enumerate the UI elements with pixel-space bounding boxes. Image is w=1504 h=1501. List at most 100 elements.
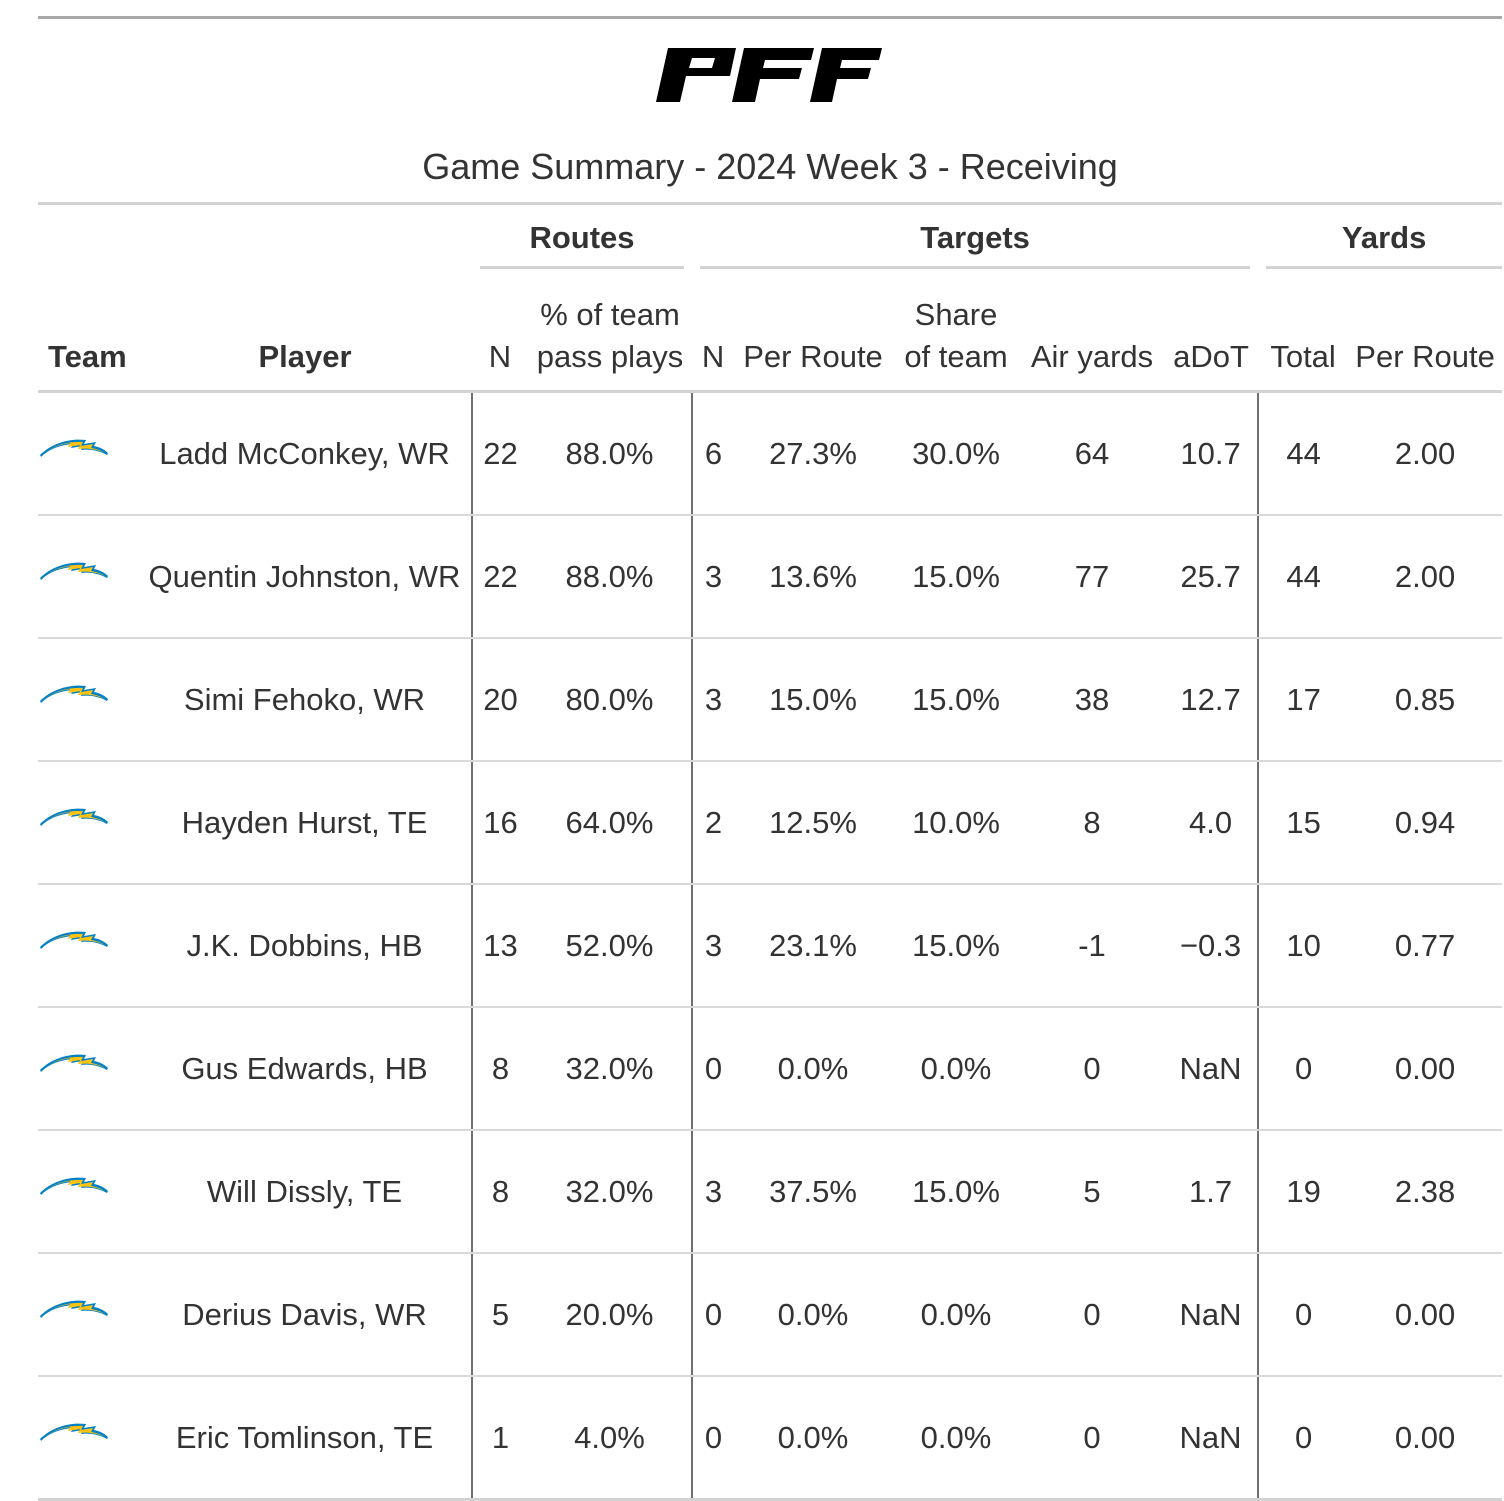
- routes-n: 20: [471, 638, 528, 762]
- yards-total: 17: [1257, 638, 1349, 762]
- team-cell: [38, 884, 138, 1008]
- targets-share: 0.0%: [892, 1007, 1021, 1131]
- adot: 4.0: [1164, 761, 1259, 885]
- targets-n: 0: [691, 1007, 735, 1131]
- routes-n: 8: [471, 1007, 528, 1131]
- targets-n: 0: [691, 1376, 735, 1501]
- col-adot: aDoT: [1164, 272, 1259, 393]
- targets-n: 6: [691, 391, 735, 516]
- player-name: Derius Davis, WR: [138, 1253, 472, 1377]
- routes-n: 22: [471, 515, 528, 639]
- col-player: Player: [138, 272, 472, 393]
- yards-total: 0: [1257, 1376, 1349, 1501]
- col-share: Share of team: [892, 272, 1021, 393]
- col-targets-per-route: Per Route: [734, 272, 893, 393]
- player-name: J.K. Dobbins, HB: [138, 884, 472, 1008]
- adot: 25.7: [1164, 515, 1259, 639]
- targets-per-route: 0.0%: [734, 1007, 893, 1131]
- targets-n: 3: [691, 515, 735, 639]
- adot: −0.3: [1164, 884, 1259, 1008]
- targets-share: 10.0%: [892, 761, 1021, 885]
- air-yards: 0: [1020, 1007, 1165, 1131]
- air-yards: 0: [1020, 1253, 1165, 1377]
- title-rule: [38, 202, 1502, 205]
- table-row: Ladd McConkey, WR 22 88.0% 6 27.3% 30.0%…: [38, 391, 1503, 516]
- routes-pct: 32.0%: [528, 1130, 693, 1254]
- targets-share: 0.0%: [892, 1376, 1021, 1501]
- table-row: Gus Edwards, HB 8 32.0% 0 0.0% 0.0% 0 Na…: [38, 1007, 1503, 1131]
- targets-per-route: 37.5%: [734, 1130, 893, 1254]
- air-yards: 8: [1020, 761, 1165, 885]
- player-name: Simi Fehoko, WR: [138, 638, 472, 762]
- table-subtitle: Game Summary - 2024 Week 3 - Receiving: [422, 146, 1118, 187]
- spanner-targets: Targets: [692, 206, 1258, 272]
- top-rule: [38, 16, 1502, 19]
- chargers-bolt-icon: [40, 439, 108, 457]
- player-name: Ladd McConkey, WR: [138, 391, 472, 516]
- routes-pct: 80.0%: [528, 638, 693, 762]
- spanner-routes: Routes: [472, 206, 692, 272]
- yards-per-route: 0.00: [1348, 1253, 1503, 1377]
- routes-n: 1: [471, 1376, 528, 1501]
- table-row: Hayden Hurst, TE 16 64.0% 2 12.5% 10.0% …: [38, 761, 1503, 885]
- routes-pct: 64.0%: [528, 761, 693, 885]
- player-name: Gus Edwards, HB: [138, 1007, 472, 1131]
- air-yards: 5: [1020, 1130, 1165, 1254]
- routes-pct: 4.0%: [528, 1376, 693, 1501]
- col-routes-n: N: [472, 272, 528, 393]
- yards-total: 44: [1257, 515, 1349, 639]
- adot: 1.7: [1164, 1130, 1259, 1254]
- col-yards-per-route: Per Route: [1348, 272, 1503, 393]
- targets-per-route: 27.3%: [734, 391, 893, 516]
- team-cell: [38, 1376, 138, 1501]
- targets-n: 3: [691, 638, 735, 762]
- adot: 10.7: [1164, 391, 1259, 516]
- air-yards: 64: [1020, 391, 1165, 516]
- team-cell: [38, 515, 138, 639]
- air-yards: 77: [1020, 515, 1165, 639]
- air-yards: 38: [1020, 638, 1165, 762]
- chargers-bolt-icon: [40, 562, 108, 580]
- routes-n: 22: [471, 391, 528, 516]
- yards-per-route: 0.85: [1348, 638, 1503, 762]
- yards-per-route: 0.00: [1348, 1007, 1503, 1131]
- targets-n: 0: [691, 1253, 735, 1377]
- chargers-bolt-icon: [40, 1300, 108, 1318]
- routes-n: 8: [471, 1130, 528, 1254]
- routes-pct: 88.0%: [528, 391, 693, 516]
- yards-per-route: 2.00: [1348, 515, 1503, 639]
- team-cell: [38, 391, 138, 516]
- col-targets-n: N: [692, 272, 735, 393]
- air-yards: -1: [1020, 884, 1165, 1008]
- chargers-bolt-icon: [40, 1423, 108, 1441]
- yards-total: 15: [1257, 761, 1349, 885]
- adot: NaN: [1164, 1253, 1259, 1377]
- team-cell: [38, 1253, 138, 1377]
- chargers-bolt-icon: [40, 1054, 108, 1072]
- table-row: Derius Davis, WR 5 20.0% 0 0.0% 0.0% 0 N…: [38, 1253, 1503, 1377]
- yards-per-route: 0.00: [1348, 1376, 1503, 1501]
- receiving-table: Routes Targets Yards Team Player N % of …: [38, 206, 1503, 1501]
- col-team: Team: [38, 272, 138, 393]
- adot: NaN: [1164, 1376, 1259, 1501]
- yards-per-route: 2.38: [1348, 1130, 1503, 1254]
- routes-pct: 52.0%: [528, 884, 693, 1008]
- routes-pct: 20.0%: [528, 1253, 693, 1377]
- targets-per-route: 13.6%: [734, 515, 893, 639]
- targets-per-route: 0.0%: [734, 1253, 893, 1377]
- targets-n: 3: [691, 1130, 735, 1254]
- air-yards: 0: [1020, 1376, 1165, 1501]
- chargers-bolt-icon: [40, 808, 108, 826]
- routes-n: 5: [471, 1253, 528, 1377]
- routes-pct: 32.0%: [528, 1007, 693, 1131]
- player-name: Eric Tomlinson, TE: [138, 1376, 472, 1501]
- table-row: Quentin Johnston, WR 22 88.0% 3 13.6% 15…: [38, 515, 1503, 639]
- table-row: Simi Fehoko, WR 20 80.0% 3 15.0% 15.0% 3…: [38, 638, 1503, 762]
- routes-pct: 88.0%: [528, 515, 693, 639]
- targets-share: 30.0%: [892, 391, 1021, 516]
- yards-total: 19: [1257, 1130, 1349, 1254]
- chargers-bolt-icon: [40, 1177, 108, 1195]
- targets-n: 3: [691, 884, 735, 1008]
- player-name: Hayden Hurst, TE: [138, 761, 472, 885]
- targets-share: 15.0%: [892, 1130, 1021, 1254]
